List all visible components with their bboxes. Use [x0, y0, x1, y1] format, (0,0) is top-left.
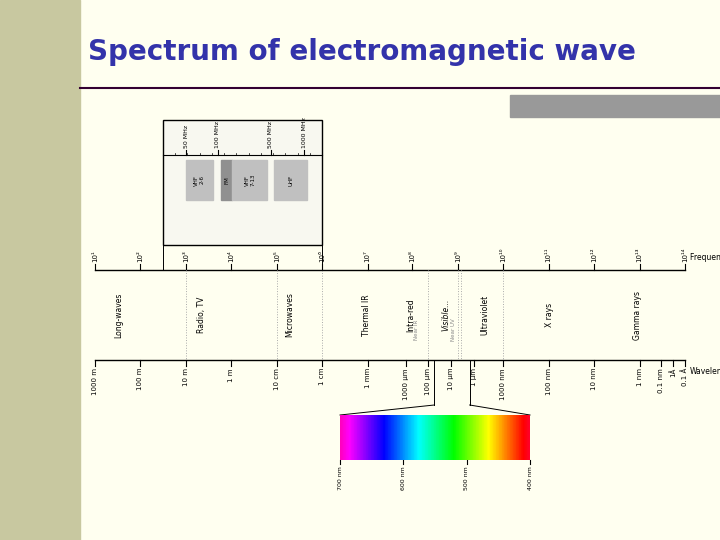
Text: 10⁷: 10⁷	[364, 250, 371, 262]
Text: 1000 nm: 1000 nm	[500, 368, 506, 400]
Text: 1000 m: 1000 m	[92, 368, 98, 395]
Text: 1Å: 1Å	[670, 368, 677, 377]
Text: Ultraviolet: Ultraviolet	[480, 295, 489, 335]
Text: 1 nm: 1 nm	[636, 368, 642, 386]
Text: Near UV: Near UV	[451, 319, 456, 341]
Text: 0.1 nm: 0.1 nm	[658, 368, 665, 393]
Text: 500 nm: 500 nm	[464, 466, 469, 490]
Bar	[0, 0, 80, 540]
Bar	[233, 160, 267, 200]
Text: Microwaves: Microwaves	[285, 293, 294, 338]
Text: Spectrum of electromagnetic wave: Spectrum of electromagnetic wave	[88, 38, 636, 66]
Text: Radio, TV: Radio, TV	[197, 297, 206, 333]
Text: 10⁴: 10⁴	[228, 250, 234, 262]
Bar	[186, 160, 213, 200]
Text: 1 μm: 1 μm	[471, 368, 477, 386]
Text: 0.1 Å: 0.1 Å	[682, 368, 688, 387]
Text: 50 MHz: 50 MHz	[184, 125, 189, 148]
Text: FM: FM	[224, 176, 229, 184]
Text: Gamma rays: Gamma rays	[634, 291, 642, 340]
Text: 1 m: 1 m	[228, 368, 234, 381]
Text: 10 m: 10 m	[183, 368, 189, 386]
Text: Visible...: Visible...	[441, 299, 450, 331]
Text: 10⁶: 10⁶	[319, 250, 325, 262]
Text: 10⁹: 10⁹	[455, 250, 461, 262]
Text: 10²: 10²	[138, 250, 143, 262]
Text: Thermal IR: Thermal IR	[362, 294, 371, 336]
Text: Intra-red: Intra-red	[406, 298, 415, 332]
Text: 10¹⁰: 10¹⁰	[500, 247, 506, 262]
Text: VHF
2-6: VHF 2-6	[194, 174, 205, 186]
Text: 100 MHz: 100 MHz	[215, 121, 220, 148]
Text: Long-waves: Long-waves	[114, 292, 123, 338]
Text: 10¹: 10¹	[92, 250, 98, 262]
Text: Near IR: Near IR	[414, 320, 419, 340]
Text: 10¹¹: 10¹¹	[546, 247, 552, 262]
Text: 1000 MHz: 1000 MHz	[302, 117, 307, 148]
Text: 10 μm: 10 μm	[449, 368, 454, 390]
Text: 10¹⁴: 10¹⁴	[682, 247, 688, 262]
Text: VHF
7-13: VHF 7-13	[245, 174, 256, 186]
Text: 400 nm: 400 nm	[528, 466, 533, 490]
Text: 10¹²: 10¹²	[591, 247, 597, 262]
Text: 10³: 10³	[183, 250, 189, 262]
Text: 1 mm: 1 mm	[364, 368, 371, 388]
Text: 1000 μm: 1000 μm	[403, 368, 409, 400]
Text: 500 MHz: 500 MHz	[269, 121, 274, 148]
Text: Wavelength: Wavelength	[690, 368, 720, 376]
Bar	[220, 160, 233, 200]
Text: UHF: UHF	[288, 174, 293, 186]
Text: 100 nm: 100 nm	[546, 368, 552, 395]
Bar	[163, 120, 322, 245]
Text: 1 cm: 1 cm	[319, 368, 325, 386]
Text: 700 nm: 700 nm	[338, 466, 343, 490]
Text: 600 nm: 600 nm	[401, 466, 406, 490]
Bar	[274, 160, 307, 200]
Text: 10⁵: 10⁵	[274, 250, 280, 262]
Text: Frequency (Hz): Frequency (Hz)	[690, 253, 720, 262]
Text: 10⁸: 10⁸	[410, 250, 415, 262]
Text: 10¹³: 10¹³	[636, 247, 642, 262]
Text: 100 μm: 100 μm	[426, 368, 431, 395]
Bar	[510, 95, 720, 117]
Text: 10 cm: 10 cm	[274, 368, 280, 390]
Text: 10 nm: 10 nm	[591, 368, 597, 390]
Text: 100 m: 100 m	[138, 368, 143, 390]
Text: X rays: X rays	[545, 303, 554, 327]
